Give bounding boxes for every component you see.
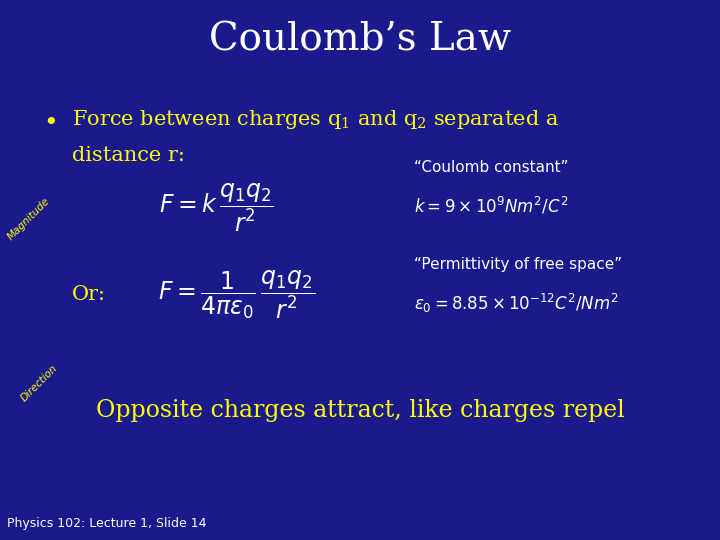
Text: Magnitude: Magnitude — [6, 195, 52, 242]
Text: Direction: Direction — [19, 363, 60, 403]
Text: Force between charges $\mathregular{q_1}$ and $\mathregular{q_2}$ separated a: Force between charges $\mathregular{q_1}… — [72, 108, 559, 131]
Text: Or:: Or: — [72, 285, 106, 304]
Text: $k = 9 \times 10^9 Nm^2/C^2$: $k = 9 \times 10^9 Nm^2/C^2$ — [414, 195, 568, 217]
Text: •: • — [43, 111, 58, 134]
Text: Physics 102: Lecture 1, Slide 14: Physics 102: Lecture 1, Slide 14 — [7, 517, 207, 530]
Text: “Coulomb constant”: “Coulomb constant” — [414, 160, 569, 175]
Text: “Permittivity of free space”: “Permittivity of free space” — [414, 257, 622, 272]
Text: $\varepsilon_0 = 8.85 \times 10^{-12} C^2/Nm^2$: $\varepsilon_0 = 8.85 \times 10^{-12} C^… — [414, 292, 618, 315]
Text: Coulomb’s Law: Coulomb’s Law — [209, 22, 511, 59]
Text: Opposite charges attract, like charges repel: Opposite charges attract, like charges r… — [96, 399, 624, 422]
Text: distance r:: distance r: — [72, 146, 185, 165]
Text: $F = \dfrac{1}{4\pi\varepsilon_0}\,\dfrac{q_1 q_2}{r^2}$: $F = \dfrac{1}{4\pi\varepsilon_0}\,\dfra… — [158, 268, 315, 321]
Text: $F = k\,\dfrac{q_1 q_2}{r^2}$: $F = k\,\dfrac{q_1 q_2}{r^2}$ — [158, 181, 274, 234]
